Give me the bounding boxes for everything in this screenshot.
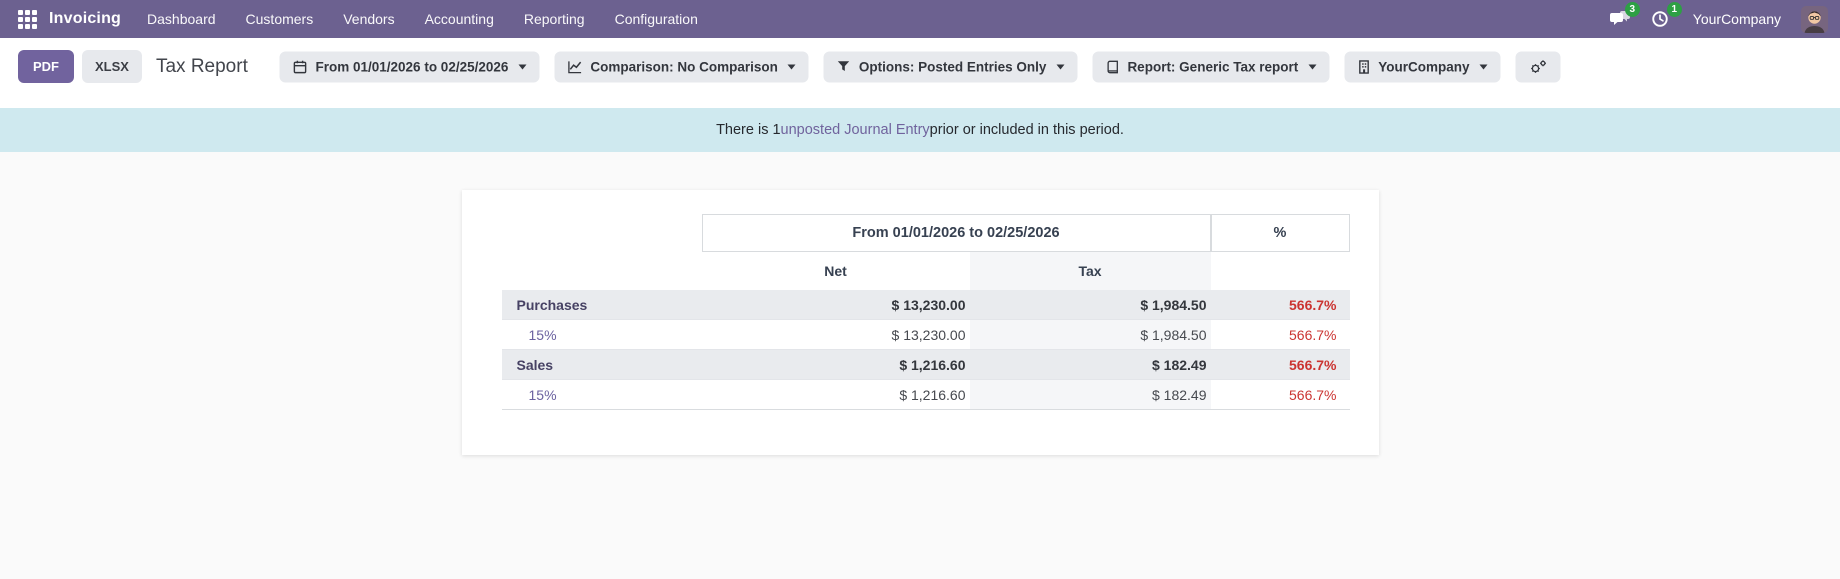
menu-dashboard[interactable]: Dashboard: [147, 11, 216, 27]
xlsx-export-button[interactable]: XLSX: [82, 50, 142, 83]
clock-icon: [1652, 11, 1668, 27]
company-filter[interactable]: YourCompany: [1344, 51, 1501, 82]
avatar-image: [1801, 5, 1828, 33]
warning-banner: There is 1 unposted Journal Entry prior …: [0, 108, 1840, 152]
funnel-icon: [838, 61, 850, 72]
period-column-header: From 01/01/2026 to 02/25/2026: [701, 213, 1211, 252]
tax-report-card: From 01/01/2026 to 02/25/2026 % Net Tax …: [461, 190, 1379, 455]
net-column-header: Net: [824, 263, 847, 279]
tax-value: $ 182.49: [1152, 356, 1207, 373]
chevron-down-icon: [518, 64, 527, 69]
options-filter[interactable]: Options: Posted Entries Only: [823, 51, 1078, 82]
report-variant-label: Report: Generic Tax report: [1127, 59, 1299, 74]
percent-link[interactable]: 566.7%: [1289, 356, 1337, 373]
messages-count-badge: 3: [1624, 2, 1640, 17]
table-subheader-row: Net Tax: [502, 252, 1350, 290]
comparison-label: Comparison: No Comparison: [590, 59, 778, 74]
row-label[interactable]: Sales: [516, 356, 554, 373]
main-menu: Dashboard Customers Vendors Accounting R…: [147, 11, 698, 27]
apps-menu-icon[interactable]: [18, 9, 37, 29]
top-navbar: Invoicing Dashboard Customers Vendors Ac…: [0, 0, 1840, 38]
net-value: $ 13,230.00: [891, 326, 966, 343]
user-avatar[interactable]: [1801, 5, 1828, 33]
messages-icon[interactable]: 3: [1609, 2, 1640, 28]
book-icon: [1107, 60, 1118, 73]
chevron-down-icon: [1479, 64, 1488, 69]
app-name[interactable]: Invoicing: [49, 10, 122, 27]
row-label[interactable]: Purchases: [516, 296, 588, 313]
net-value: $ 13,230.00: [891, 296, 966, 313]
row-label[interactable]: 15%: [528, 326, 557, 343]
menu-customers[interactable]: Customers: [245, 11, 314, 27]
activities-icon[interactable]: 1: [1651, 2, 1682, 28]
building-icon: [1358, 59, 1369, 74]
options-label: Options: Posted Entries Only: [858, 59, 1047, 74]
tax-value: $ 1,984.50: [1140, 296, 1207, 313]
tax-value: $ 1,984.50: [969, 320, 1211, 349]
chevron-down-icon: [787, 64, 796, 69]
date-range-label: From 01/01/2026 to 02/25/2026: [315, 59, 509, 74]
extra-options-button[interactable]: [1515, 51, 1561, 82]
gears-icon: [1531, 59, 1546, 73]
percent-link[interactable]: 566.7%: [1289, 326, 1337, 343]
net-value: $ 1,216.60: [899, 386, 966, 403]
banner-text-prefix: There is 1: [716, 122, 781, 138]
banner-text-suffix: prior or included in this period.: [929, 122, 1124, 138]
report-variant-filter[interactable]: Report: Generic Tax report: [1092, 51, 1330, 82]
menu-reporting[interactable]: Reporting: [523, 11, 585, 27]
report-row-purchases: Purchases $ 13,230.00 $ 1,984.50 566.7%: [501, 290, 1350, 320]
report-row-sales-15: 15% $ 1,216.60 $ 182.49 566.7%: [501, 380, 1350, 410]
main-content: From 01/01/2026 to 02/25/2026 % Net Tax …: [0, 152, 1840, 579]
net-value: $ 1,216.60: [899, 356, 966, 373]
table-header-period-row: From 01/01/2026 to 02/25/2026 %: [502, 213, 1350, 252]
company-switcher[interactable]: YourCompany: [1692, 11, 1781, 27]
menu-configuration[interactable]: Configuration: [614, 11, 698, 27]
line-chart-icon: [568, 60, 582, 73]
tax-report-table: From 01/01/2026 to 02/25/2026 % Net Tax …: [501, 213, 1350, 410]
menu-accounting[interactable]: Accounting: [424, 11, 494, 27]
date-range-filter[interactable]: From 01/01/2026 to 02/25/2026: [279, 51, 540, 82]
percent-link[interactable]: 566.7%: [1289, 296, 1337, 313]
tax-value: $ 182.49: [969, 380, 1211, 409]
menu-vendors[interactable]: Vendors: [343, 11, 395, 27]
report-row-purchases-15: 15% $ 13,230.00 $ 1,984.50 566.7%: [501, 320, 1350, 350]
row-label[interactable]: 15%: [528, 386, 557, 403]
control-panel: PDF XLSX Tax Report From 01/01/2026 to 0…: [0, 38, 1840, 95]
report-row-sales: Sales $ 1,216.60 $ 182.49 566.7%: [501, 350, 1350, 380]
tax-column-header: Tax: [969, 252, 1211, 290]
comparison-filter[interactable]: Comparison: No Comparison: [554, 51, 809, 82]
page-title: Tax Report: [155, 55, 248, 77]
calendar-icon: [293, 60, 307, 73]
company-filter-label: YourCompany: [1378, 59, 1470, 74]
percent-link[interactable]: 566.7%: [1289, 386, 1337, 403]
filter-bar: From 01/01/2026 to 02/25/2026 Comparison…: [279, 51, 1561, 82]
toolbar-banner-gap: [0, 95, 1840, 108]
unposted-journal-entry-link[interactable]: unposted Journal Entry: [780, 122, 930, 138]
percent-column-header: %: [1210, 213, 1350, 252]
chevron-down-icon: [1056, 64, 1065, 69]
pdf-export-button[interactable]: PDF: [18, 50, 74, 83]
chevron-down-icon: [1308, 64, 1317, 69]
activities-count-badge: 1: [1666, 2, 1682, 17]
